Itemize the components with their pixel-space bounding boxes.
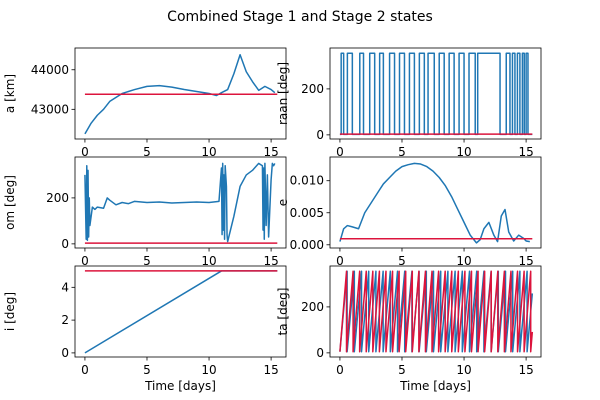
e-x-tick-label: 10 [456, 254, 471, 268]
om-series-stage1-line [84, 162, 276, 243]
figure-title: Combined Stage 1 and Stage 2 states [167, 9, 433, 25]
i-x-tick-label: 10 [201, 363, 216, 377]
subplot-raan: 0 5 10 15 0 200 raan [deg] [276, 47, 542, 159]
a-x-tick-label: 5 [143, 145, 151, 159]
a-axes-frame [74, 47, 287, 140]
i-x-tick-label: 5 [143, 363, 151, 377]
e-series-stage1-line [339, 162, 530, 244]
subplot-a: 0 5 10 15 43000 44000 a [km] [3, 47, 287, 159]
ta-series-stage2-line [339, 270, 534, 353]
ta-axes-frame [329, 265, 542, 358]
e-y-tick-label: 0.005 [290, 206, 324, 220]
om-x-tick-label: 10 [201, 254, 216, 268]
ta-x-tick-label: 0 [336, 363, 344, 377]
a-y-axis-label: a [km] [3, 74, 17, 113]
e-x-tick-label: 15 [518, 254, 533, 268]
a-y-tick-label: 43000 [31, 102, 69, 116]
e-y-tick-label: 0.000 [290, 238, 324, 252]
raan-y-axis-label: raan [deg] [276, 62, 290, 125]
i-y-axis-label: i [deg] [3, 292, 17, 331]
i-x-tick-label: 0 [81, 363, 89, 377]
subplot-i: 0 5 10 15 0 2 4 i [deg] Time [days] [3, 265, 287, 393]
om-x-tick-label: 15 [263, 254, 278, 268]
e-axes-frame [329, 156, 542, 249]
ta-y-tick-label: 0 [316, 346, 324, 360]
raan-x-tick-label: 10 [456, 145, 471, 159]
om-y-axis-label: om [deg] [3, 175, 17, 230]
i-axes-frame [74, 265, 287, 358]
raan-x-tick-label: 5 [398, 145, 406, 159]
i-y-tick-label: 4 [61, 280, 69, 294]
a-y-tick-label: 44000 [31, 63, 69, 77]
e-x-tick-label: 0 [336, 254, 344, 268]
subplot-e: 0 5 10 15 0.000 0.005 0.010 e [276, 156, 542, 268]
ta-y-axis-label: ta [deg] [276, 288, 290, 336]
ta-x-axis-label: Time [days] [399, 379, 471, 393]
om-x-tick-label: 5 [143, 254, 151, 268]
a-x-tick-label: 0 [81, 145, 89, 159]
a-x-tick-label: 10 [201, 145, 216, 159]
raan-y-tick-label: 0 [316, 128, 324, 142]
ta-x-tick-label: 5 [398, 363, 406, 377]
e-x-tick-label: 5 [398, 254, 406, 268]
raan-y-tick-label: 200 [301, 82, 324, 96]
om-x-tick-label: 0 [81, 254, 89, 268]
om-y-tick-label: 0 [61, 237, 69, 251]
e-y-tick-label: 0.010 [290, 174, 324, 188]
raan-x-tick-label: 15 [518, 145, 533, 159]
ta-x-tick-label: 10 [456, 363, 471, 377]
i-x-axis-label: Time [days] [144, 379, 216, 393]
i-y-tick-label: 2 [61, 313, 69, 327]
ta-y-tick-label: 200 [301, 300, 324, 314]
raan-axes-frame [329, 47, 542, 140]
ta-x-tick-label: 15 [518, 363, 533, 377]
om-axes-frame [74, 156, 287, 249]
a-series-stage1-line [84, 53, 276, 135]
raan-x-tick-label: 0 [336, 145, 344, 159]
a-x-tick-label: 15 [263, 145, 278, 159]
om-y-tick-label: 200 [46, 191, 69, 205]
subplot-ta: 0 5 10 15 0 200 ta [deg] Time [days] [276, 265, 542, 393]
e-y-axis-label: e [276, 199, 290, 206]
i-y-tick-label: 0 [61, 346, 69, 360]
subplot-om: 0 5 10 15 0 200 om [deg] [3, 156, 287, 268]
i-x-tick-label: 15 [263, 363, 278, 377]
